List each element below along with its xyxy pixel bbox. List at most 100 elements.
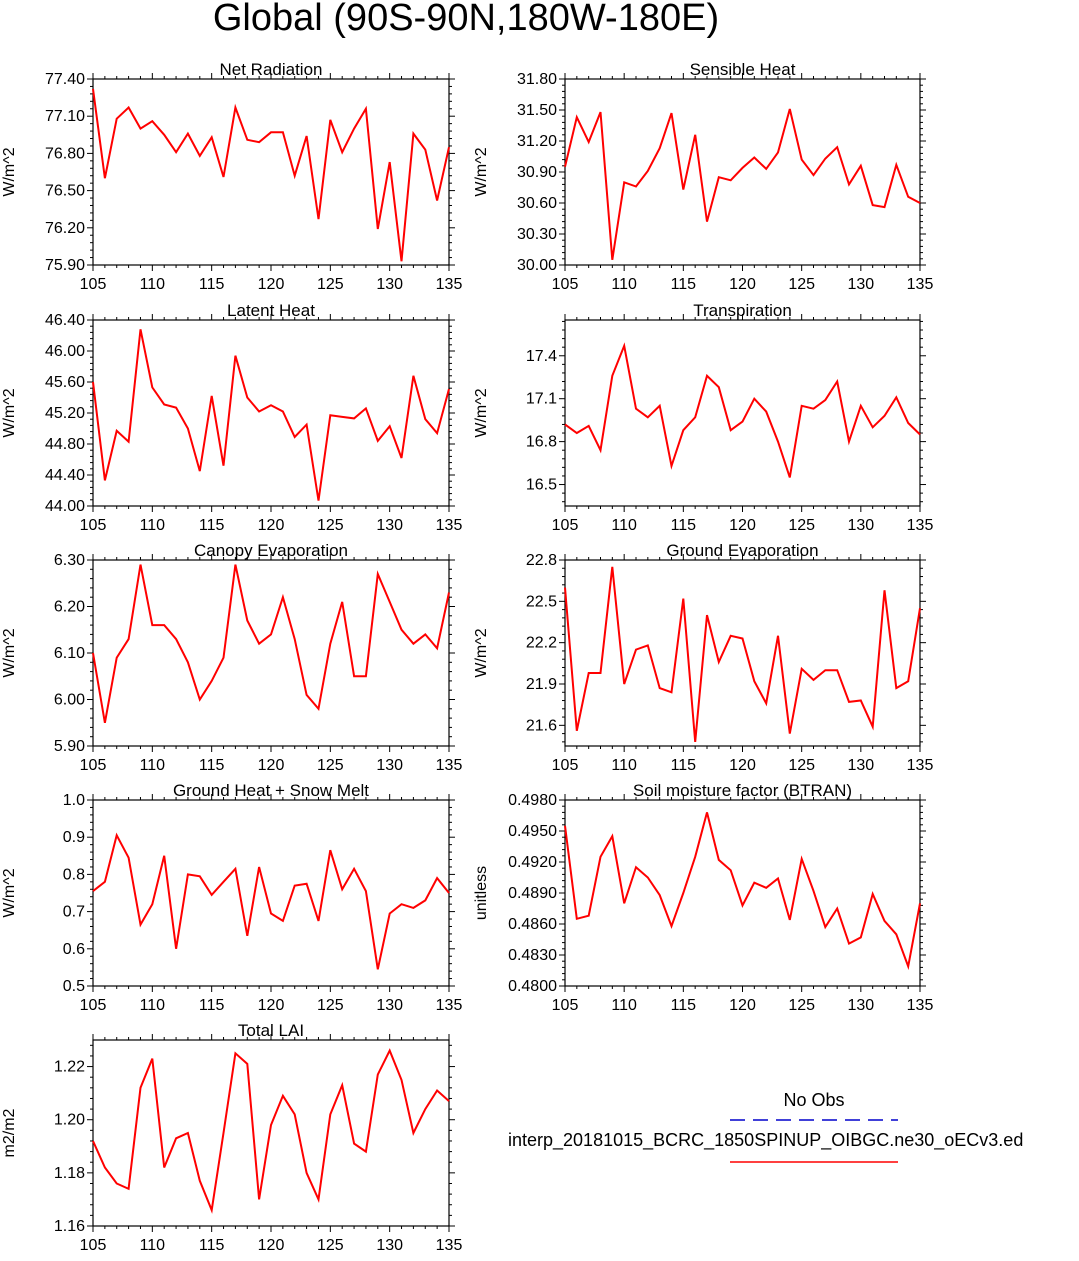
y-axis-label: W/m^2 bbox=[473, 628, 490, 677]
y-tick-label: 0.4800 bbox=[508, 978, 557, 995]
x-tick-label: 125 bbox=[317, 997, 344, 1014]
y-tick-label: 0.6 bbox=[63, 941, 85, 958]
x-tick-label: 105 bbox=[80, 1237, 107, 1254]
panel-6: Ground Evaporation W/m^2 105 110 115 120 125 13… bbox=[473, 541, 933, 774]
x-tick-label: 105 bbox=[80, 517, 107, 534]
y-tick-label: 1.20 bbox=[54, 1112, 85, 1129]
x-tick-label: 115 bbox=[199, 757, 225, 774]
series-line bbox=[564, 342, 921, 478]
x-tick-label: 135 bbox=[436, 997, 463, 1014]
panel-title: Latent Heat bbox=[227, 301, 315, 320]
series-line bbox=[92, 832, 450, 970]
x-tick-label: 120 bbox=[729, 276, 756, 293]
x-tick-label: 130 bbox=[376, 757, 403, 774]
x-tick-label: 130 bbox=[847, 276, 874, 293]
y-axis-label: W/m^2 bbox=[473, 388, 490, 437]
x-tick-label: 125 bbox=[788, 276, 815, 293]
x-tick-label: 110 bbox=[140, 517, 166, 534]
legend-title: No Obs bbox=[783, 1090, 844, 1110]
y-tick-label: 6.10 bbox=[54, 645, 85, 662]
legend-model-label: interp_20181015_BCRC_1850SPINUP_OIBGC.ne… bbox=[508, 1130, 1023, 1151]
y-axis-label: W/m^2 bbox=[1, 628, 18, 677]
plot-frame bbox=[92, 559, 450, 747]
y-tick-label: 30.60 bbox=[517, 195, 557, 212]
series-line bbox=[92, 564, 450, 723]
y-tick-label: 5.90 bbox=[54, 738, 85, 755]
panel-4: Transpiration W/m^2 105 110 115 120 125 130 135 1… bbox=[473, 301, 933, 534]
panels: Net Radiation W/m^2 105 110 115 120 125 130 135 7… bbox=[1, 60, 933, 1254]
y-tick-label: 6.00 bbox=[54, 692, 85, 709]
y-tick-label: 30.30 bbox=[517, 226, 557, 243]
y-tick-label: 1.18 bbox=[54, 1165, 85, 1182]
x-tick-label: 110 bbox=[611, 517, 637, 534]
y-tick-label: 76.50 bbox=[45, 183, 85, 200]
legend: No Obs interp_20181015_BCRC_1850SPINUP_O… bbox=[508, 1090, 1023, 1163]
y-tick-label: 1.0 bbox=[63, 792, 85, 809]
y-tick-label: 21.9 bbox=[526, 676, 557, 693]
x-tick-label: 120 bbox=[258, 997, 285, 1014]
panel-3: Latent Heat W/m^2 105 110 115 120 125 130 135 44.… bbox=[1, 301, 462, 534]
y-tick-label: 30.00 bbox=[517, 257, 557, 274]
panel-title: Canopy Evaporation bbox=[194, 541, 348, 560]
panel-7: Ground Heat + Snow Melt W/m^2 105 110 115 120… bbox=[1, 781, 462, 1014]
series-line bbox=[564, 812, 921, 971]
x-tick-label: 130 bbox=[847, 517, 874, 534]
x-tick-label: 115 bbox=[671, 276, 697, 293]
x-tick-label: 105 bbox=[552, 997, 579, 1014]
y-tick-label: 46.00 bbox=[45, 343, 85, 360]
x-tick-label: 135 bbox=[436, 1237, 463, 1254]
x-tick-label: 110 bbox=[611, 997, 637, 1014]
y-tick-label: 16.8 bbox=[526, 434, 557, 451]
plot-frame bbox=[564, 78, 921, 266]
x-tick-label: 105 bbox=[552, 276, 579, 293]
plot-frame bbox=[92, 78, 450, 266]
figure-title: Global (90S-90N,180W-180E) bbox=[213, 0, 719, 39]
x-tick-label: 110 bbox=[611, 276, 637, 293]
plot-frame bbox=[564, 799, 921, 987]
panel-5: Canopy Evaporation W/m^2 105 110 115 120 125 13… bbox=[1, 541, 462, 774]
y-tick-label: 0.4860 bbox=[508, 916, 557, 933]
x-tick-label: 125 bbox=[788, 997, 815, 1014]
x-tick-label: 135 bbox=[436, 757, 463, 774]
y-tick-label: 44.40 bbox=[45, 467, 85, 484]
panel-2: Sensible Heat W/m^2 105 110 115 120 125 130 135 3… bbox=[473, 60, 933, 293]
x-tick-label: 115 bbox=[199, 517, 225, 534]
panel-title: Total LAI bbox=[238, 1021, 304, 1040]
y-tick-label: 44.00 bbox=[45, 498, 85, 515]
x-tick-label: 125 bbox=[317, 1237, 344, 1254]
x-tick-label: 130 bbox=[376, 1237, 403, 1254]
y-tick-label: 22.2 bbox=[526, 635, 557, 652]
panel-title: Soil moisture factor (BTRAN) bbox=[633, 781, 852, 800]
x-tick-label: 120 bbox=[729, 517, 756, 534]
y-tick-label: 6.20 bbox=[54, 599, 85, 616]
x-tick-label: 130 bbox=[376, 997, 403, 1014]
y-tick-label: 76.80 bbox=[45, 145, 85, 162]
panel-9: Total LAI m2/m2 105 110 115 120 125 130 135 1.16 1… bbox=[1, 1021, 462, 1254]
y-tick-label: 45.60 bbox=[45, 374, 85, 391]
y-axis-label: W/m^2 bbox=[1, 147, 18, 196]
x-tick-label: 105 bbox=[552, 757, 579, 774]
y-tick-label: 31.50 bbox=[517, 102, 557, 119]
x-tick-label: 115 bbox=[671, 517, 697, 534]
y-axis-label: m2/m2 bbox=[1, 1108, 18, 1157]
y-tick-label: 31.20 bbox=[517, 133, 557, 150]
series-line bbox=[92, 88, 450, 262]
y-tick-label: 21.6 bbox=[526, 717, 557, 734]
panel-title: Ground Evaporation bbox=[666, 541, 818, 560]
y-tick-label: 0.9 bbox=[63, 829, 85, 846]
y-tick-label: 0.4980 bbox=[508, 792, 557, 809]
y-tick-label: 17.1 bbox=[526, 391, 557, 408]
x-tick-label: 120 bbox=[729, 757, 756, 774]
x-tick-label: 120 bbox=[258, 517, 285, 534]
y-tick-label: 0.8 bbox=[63, 866, 85, 883]
y-axis-label: W/m^2 bbox=[1, 868, 18, 917]
y-tick-label: 0.4830 bbox=[508, 947, 557, 964]
panel-title: Ground Heat + Snow Melt bbox=[173, 781, 369, 800]
x-tick-label: 135 bbox=[436, 276, 463, 293]
x-tick-label: 135 bbox=[907, 757, 934, 774]
x-tick-label: 110 bbox=[140, 1237, 166, 1254]
y-axis-label: W/m^2 bbox=[473, 147, 490, 196]
y-tick-label: 75.90 bbox=[45, 257, 85, 274]
x-tick-label: 110 bbox=[611, 757, 637, 774]
